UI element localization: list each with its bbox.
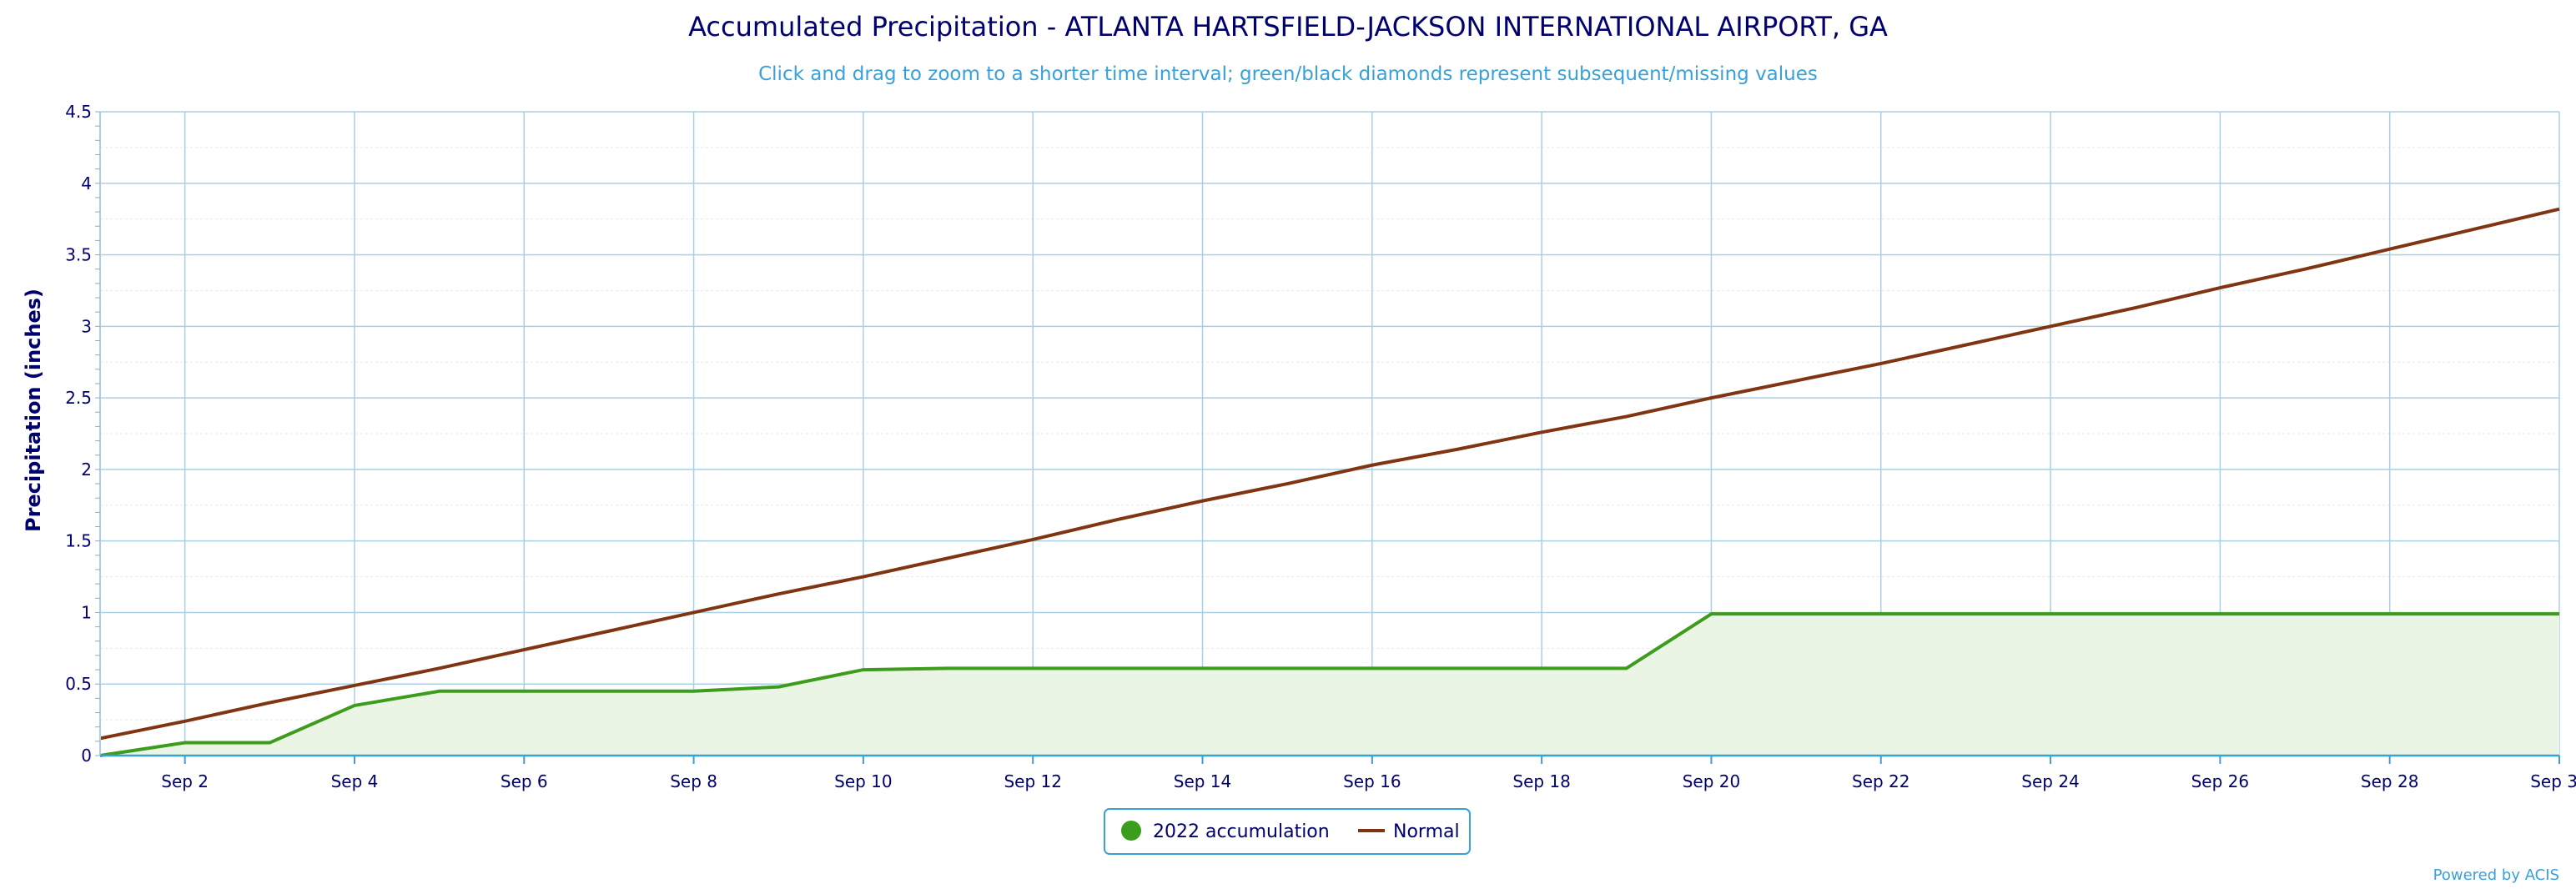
y-tick-label: 4 [81,173,92,193]
y-tick-label: 1.5 [65,531,92,551]
y-tick-label: 1 [81,602,92,622]
x-tick-label: Sep 16 [1343,771,1401,791]
y-tick-label: 2 [81,460,92,480]
series-lines [99,207,2560,757]
series-area-2022-accumulation [100,614,2559,756]
y-tick-label: 3 [81,316,92,336]
chart-title: Accumulated Precipitation - ATLANTA HART… [688,11,1888,43]
grid-lines [100,111,2560,756]
legend-item-2022-accumulation[interactable]: 2022 accumulation [1121,821,1330,842]
y-tick-label: 3.5 [65,245,92,265]
y-axis-label: Precipitation (inches) [22,289,45,532]
x-tick-label: Sep 24 [2021,771,2080,791]
axes [95,111,2559,757]
x-tick-label: Sep 28 [2361,771,2419,791]
x-tick-label: Sep 30 [2530,771,2576,791]
x-tick-label: Sep 20 [1683,771,1741,791]
y-tick-label: 0.5 [65,674,92,694]
series-line-2022-accumulation[interactable] [99,612,2559,757]
series-line-normal[interactable] [99,207,2560,741]
series-areas [100,614,2559,756]
y-tick-label: 4.5 [65,102,92,122]
x-tick-label: Sep 22 [1852,771,1910,791]
legend-label-normal: Normal [1393,821,1460,842]
y-tick-label: 2.5 [65,388,92,408]
legend-label-2022-accumulation: 2022 accumulation [1153,821,1330,842]
x-tick-label: Sep 8 [670,771,717,791]
x-tick-label: Sep 14 [1174,771,1232,791]
x-tick-label: Sep 10 [834,771,893,791]
x-tick-label: Sep 2 [161,771,209,791]
chart-subtitle: Click and drag to zoom to a shorter time… [758,63,1818,85]
legend-item-normal[interactable]: Normal [1358,821,1460,842]
y-tick-label: 0 [81,746,92,766]
legend-box [1104,808,1471,855]
legend-marker-2022-accumulation [1121,821,1141,841]
x-tick-label: Sep 6 [501,771,548,791]
credit-link[interactable]: Powered by ACIS [2433,866,2559,884]
x-tick-label: Sep 26 [2191,771,2250,791]
x-tick-label: Sep 4 [331,771,379,791]
y-axis-ticks: 0 0.5 1 1.5 2 2.5 3 3.5 4 4.5 [65,102,92,766]
x-tick-label: Sep 18 [1512,771,1571,791]
legend: 2022 accumulation Normal [1104,808,1471,855]
x-axis-ticks: Sep 2 Sep 4 Sep 6 Sep 8 Sep 10 Sep 12 Sep 14 Se… [161,756,2576,791]
x-tick-label: Sep 12 [1004,771,1062,791]
